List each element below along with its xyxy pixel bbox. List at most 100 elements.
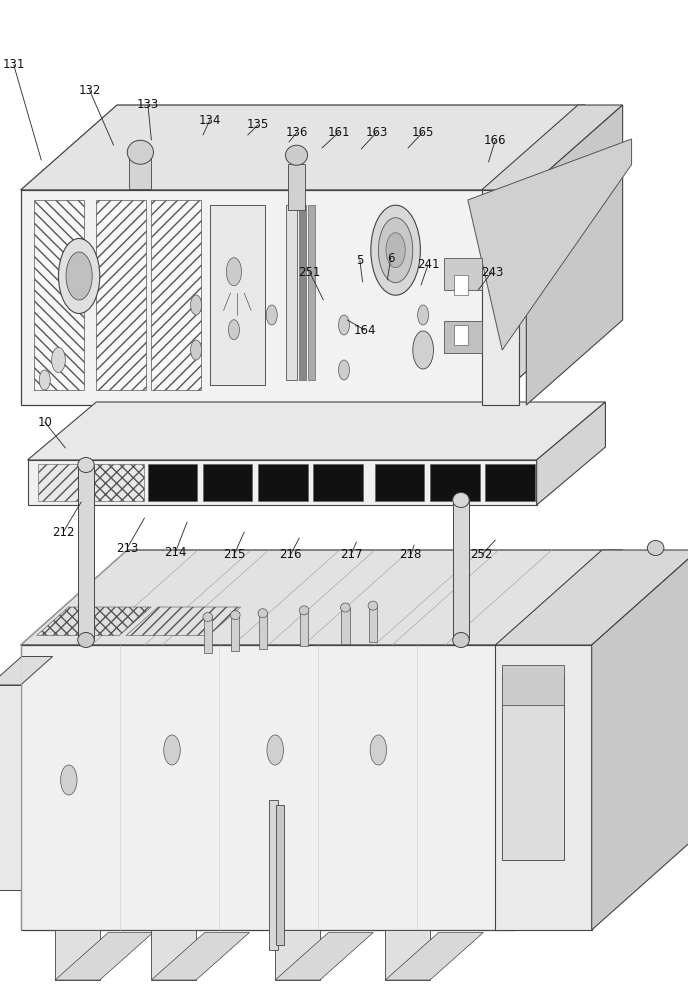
Polygon shape [495, 550, 688, 645]
Bar [259, 613, 267, 649]
Bar [300, 610, 308, 646]
Polygon shape [526, 105, 623, 405]
Bar [148, 464, 197, 501]
Bar [453, 500, 469, 640]
Ellipse shape [370, 735, 387, 765]
Bar [502, 665, 564, 705]
Text: 243: 243 [481, 265, 503, 278]
Text: 217: 217 [340, 548, 362, 562]
Bar [93, 464, 144, 501]
Ellipse shape [299, 606, 309, 615]
Ellipse shape [258, 609, 268, 618]
Bar [258, 464, 308, 501]
Bar [375, 464, 424, 501]
Polygon shape [151, 932, 250, 980]
Bar [34, 200, 84, 390]
Ellipse shape [203, 613, 213, 622]
Text: 166: 166 [484, 133, 506, 146]
Bar [28, 460, 537, 505]
Bar [482, 190, 519, 405]
Bar [308, 205, 315, 380]
Bar [78, 465, 94, 640]
Ellipse shape [267, 735, 283, 765]
Bar [269, 800, 278, 950]
Bar [204, 617, 212, 653]
Text: 132: 132 [78, 84, 100, 97]
Bar [276, 805, 285, 945]
Polygon shape [516, 550, 623, 930]
Bar [444, 321, 482, 353]
Text: 216: 216 [279, 548, 301, 562]
Polygon shape [21, 105, 585, 190]
Polygon shape [126, 607, 241, 636]
Text: 214: 214 [164, 546, 186, 558]
Text: 165: 165 [412, 125, 434, 138]
Bar [275, 930, 320, 980]
Ellipse shape [52, 348, 65, 372]
Ellipse shape [368, 601, 378, 610]
Text: 218: 218 [400, 548, 422, 562]
Ellipse shape [378, 218, 413, 283]
Ellipse shape [286, 145, 308, 165]
Polygon shape [36, 607, 151, 636]
Polygon shape [482, 105, 623, 190]
Bar [151, 200, 201, 390]
Ellipse shape [127, 140, 153, 164]
Ellipse shape [191, 340, 202, 360]
Ellipse shape [164, 735, 180, 765]
Bar [454, 275, 468, 295]
Bar [495, 645, 592, 930]
Polygon shape [275, 932, 373, 980]
Bar [21, 645, 516, 930]
Bar [385, 930, 430, 980]
Text: 163: 163 [366, 125, 388, 138]
Text: 6: 6 [387, 251, 394, 264]
Bar [313, 464, 363, 501]
Text: 252: 252 [471, 548, 493, 562]
Ellipse shape [191, 295, 202, 315]
Ellipse shape [453, 633, 469, 648]
Polygon shape [592, 550, 688, 930]
Text: 241: 241 [417, 258, 439, 271]
Polygon shape [468, 139, 632, 350]
Bar [454, 325, 468, 345]
Bar [96, 200, 146, 390]
Polygon shape [28, 402, 605, 460]
Ellipse shape [226, 258, 241, 286]
Bar [231, 615, 239, 651]
Polygon shape [21, 550, 623, 645]
Ellipse shape [266, 305, 277, 325]
Text: 133: 133 [137, 99, 159, 111]
Bar [341, 608, 350, 644]
Ellipse shape [61, 765, 77, 795]
Bar [21, 190, 488, 405]
Bar [129, 158, 151, 189]
Bar [369, 606, 377, 642]
Bar [151, 930, 196, 980]
Polygon shape [55, 932, 153, 980]
Polygon shape [0, 656, 52, 685]
Ellipse shape [371, 205, 420, 295]
Text: 215: 215 [223, 548, 245, 562]
Ellipse shape [341, 603, 350, 612]
Bar [203, 464, 252, 501]
Bar [502, 675, 564, 860]
Text: 10: 10 [37, 416, 52, 428]
Ellipse shape [413, 331, 433, 369]
Bar [210, 205, 265, 385]
Ellipse shape [78, 633, 94, 648]
Text: 5: 5 [356, 253, 363, 266]
Text: 213: 213 [116, 542, 138, 554]
Text: 251: 251 [299, 265, 321, 278]
Ellipse shape [647, 540, 664, 556]
Ellipse shape [39, 370, 50, 390]
Ellipse shape [58, 238, 100, 314]
Ellipse shape [230, 611, 240, 620]
Ellipse shape [228, 320, 239, 340]
Ellipse shape [338, 315, 350, 335]
Ellipse shape [418, 305, 429, 325]
Bar [55, 930, 100, 980]
Ellipse shape [338, 360, 350, 380]
Text: 135: 135 [247, 118, 269, 131]
Polygon shape [488, 105, 585, 405]
